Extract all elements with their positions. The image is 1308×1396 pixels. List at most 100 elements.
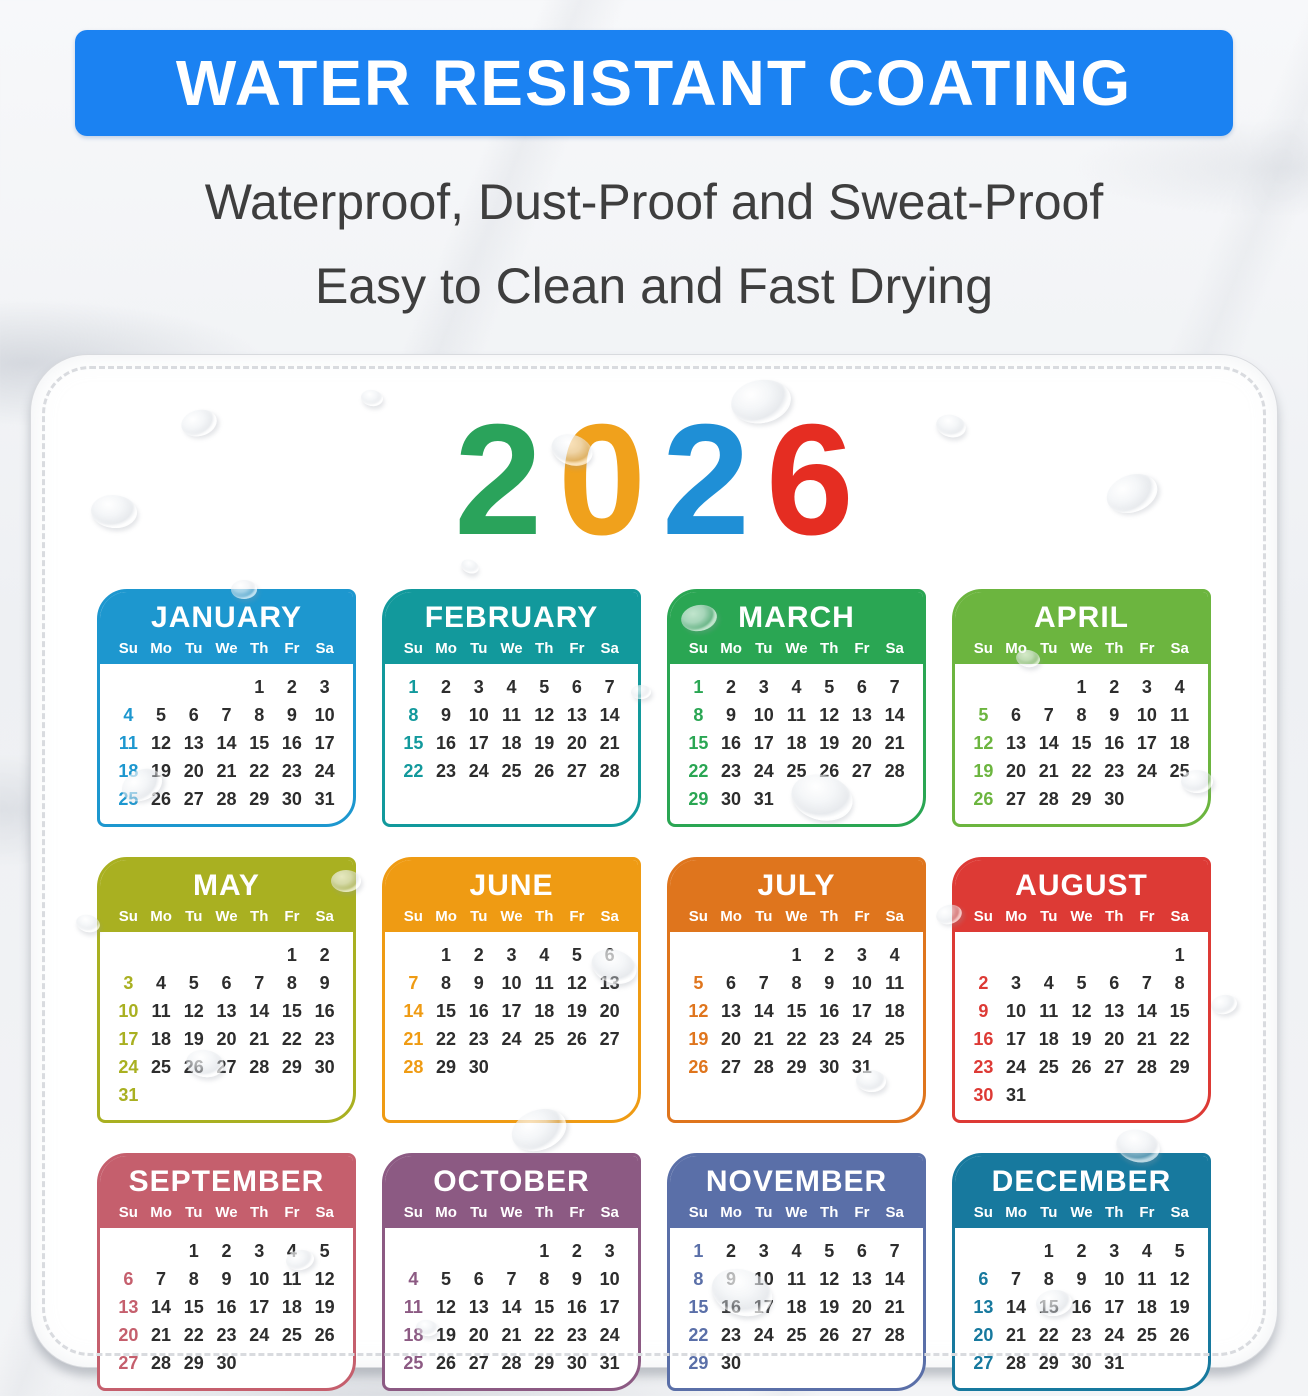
date-cell: 22	[688, 1325, 709, 1345]
date-cell-empty	[813, 1351, 846, 1376]
weekday-label: Fr	[854, 640, 870, 657]
year-digit: 2	[662, 392, 750, 568]
date-cell: 14	[216, 733, 237, 753]
date-cell: 19	[534, 733, 555, 753]
date-cell-empty	[813, 787, 846, 812]
date-cell: 10	[599, 1269, 620, 1289]
date-cell: 12	[566, 973, 587, 993]
date-cell: 24	[851, 1029, 872, 1049]
date-cell: 30	[721, 789, 742, 809]
date-cell: 24	[753, 761, 774, 781]
weekday-label: Tu	[185, 640, 203, 657]
year-digit: 2	[454, 392, 543, 568]
date-cell: 9	[319, 973, 330, 993]
date-cell: 21	[249, 1029, 270, 1049]
date-cell: 30	[1104, 789, 1125, 809]
weekday-label: We	[215, 908, 238, 925]
date-cell: 9	[441, 705, 452, 725]
weekday-label: Sa	[600, 640, 619, 657]
date-cell: 22	[1071, 761, 1092, 781]
date-cell: 8	[1076, 705, 1087, 725]
date-cell: 30	[721, 1353, 742, 1373]
date-cell: 16	[1071, 1297, 1092, 1317]
date-cell: 18	[403, 1325, 424, 1345]
date-cell: 25	[118, 789, 139, 809]
date-cell: 18	[501, 733, 522, 753]
date-cell: 4	[539, 945, 550, 965]
date-cell: 20	[851, 1297, 872, 1317]
date-cell: 23	[973, 1057, 994, 1077]
month-card-february: FEBRUARY Su Mo Tu We Th Fr Sa 1 2 3 4 5 6 7 8 9 10 11 12 13 1…	[382, 589, 641, 827]
date-cell: 12	[819, 1269, 840, 1289]
month-card-december: DECEMBER Su Mo Tu We Th Fr Sa 1 2 3 4 5 6 7 8 9 10 11 12 13 1…	[952, 1153, 1211, 1391]
date-cell: 26	[314, 1325, 335, 1345]
month-dates: 1 2 3 4 5 6 7 8 9 10 11 12 13 14 15 16 17 18 19 20 21 22 23 24 2…	[955, 1228, 1208, 1388]
date-cell: 1	[539, 1241, 550, 1261]
date-cell: 12	[1071, 1001, 1092, 1021]
weekday-row: Su Mo Tu We Th Fr Sa	[678, 908, 915, 932]
weekday-label: Su	[973, 908, 993, 925]
weekday-label: Mo	[1005, 1204, 1027, 1221]
date-cell: 5	[188, 973, 199, 993]
date-cell: 5	[539, 677, 550, 697]
month-dates: 1 2 3 4 5 6 7 8 9 10 11 12 13 14 15 16 17 18 19 20 21 22 23 24 2…	[670, 932, 923, 1120]
weekday-row: Su Mo Tu We Th Fr Sa	[678, 640, 915, 664]
weekday-label: Fr	[854, 1204, 870, 1221]
date-cell: 13	[566, 705, 587, 725]
month-header: JULY Su Mo Tu We Th Fr Sa	[670, 860, 923, 932]
date-cell: 17	[851, 1001, 872, 1021]
date-cell-empty	[1065, 943, 1098, 968]
date-cell: 29	[534, 1353, 555, 1373]
date-cell: 1	[791, 945, 802, 965]
date-cell: 8	[539, 1269, 550, 1289]
date-cell-empty	[243, 1083, 276, 1108]
date-cell: 3	[1011, 973, 1022, 993]
weekday-row: Su Mo Tu We Th Fr Sa	[963, 640, 1200, 664]
date-cell: 31	[753, 789, 774, 809]
date-cell: 13	[721, 1001, 742, 1021]
date-cell: 11	[786, 1269, 806, 1289]
date-cell: 26	[436, 1353, 457, 1373]
date-cell: 22	[688, 761, 709, 781]
date-cell: 5	[824, 677, 835, 697]
date-cell: 6	[856, 1241, 867, 1261]
date-cell: 25	[1038, 1057, 1059, 1077]
date-cell: 29	[436, 1057, 457, 1077]
date-cell: 28	[1038, 789, 1059, 809]
date-cell-empty	[878, 1351, 911, 1376]
date-cell-empty	[112, 675, 145, 700]
date-cell: 13	[851, 705, 872, 725]
month-header: MARCH Su Mo Tu We Th Fr Sa	[670, 592, 923, 664]
date-cell: 8	[791, 973, 802, 993]
date-cell: 14	[599, 705, 620, 725]
date-cell-empty	[1098, 943, 1131, 968]
date-cell: 5	[156, 705, 167, 725]
date-cell: 11	[501, 705, 521, 725]
date-cell: 9	[978, 1001, 989, 1021]
date-cell: 11	[534, 973, 554, 993]
date-cell-empty	[397, 1239, 430, 1264]
date-cell: 27	[851, 761, 872, 781]
date-cell: 13	[1104, 1001, 1125, 1021]
date-cell: 8	[441, 973, 452, 993]
date-cell: 2	[1076, 1241, 1087, 1261]
date-cell: 15	[688, 1297, 709, 1317]
weekday-label: Sa	[1170, 1204, 1189, 1221]
date-cell: 23	[216, 1325, 237, 1345]
date-cell: 21	[216, 761, 237, 781]
date-cell: 28	[599, 761, 620, 781]
month-header: FEBRUARY Su Mo Tu We Th Fr Sa	[385, 592, 638, 664]
weekday-label: Sa	[1170, 640, 1189, 657]
date-cell: 27	[599, 1029, 620, 1049]
date-cell-empty	[878, 787, 911, 812]
date-cell: 26	[819, 761, 840, 781]
date-cell: 12	[688, 1001, 709, 1021]
date-cell-empty	[1131, 787, 1164, 812]
weekday-label: Tu	[185, 908, 203, 925]
weekday-label: We	[1070, 640, 1093, 657]
date-cell: 29	[688, 789, 709, 809]
month-title: JULY	[757, 869, 836, 902]
date-cell: 22	[281, 1029, 302, 1049]
date-cell: 7	[156, 1269, 167, 1289]
